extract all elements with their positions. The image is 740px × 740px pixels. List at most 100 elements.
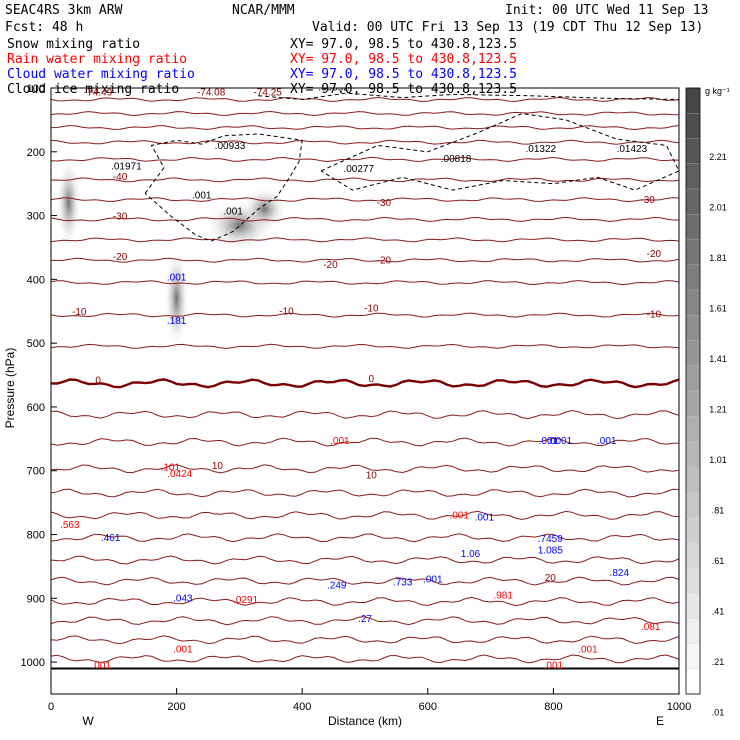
cloud-water-max-label: .249 <box>327 581 347 592</box>
isotherm-label: -20 <box>377 255 392 266</box>
x-tick-label: 600 <box>419 701 437 713</box>
isotherm-label: 20 <box>545 573 557 584</box>
cloud-ice-max-label: .00933 <box>215 141 246 152</box>
cloud-ice-contour-line <box>320 112 679 191</box>
colorbar-label: 1.21 <box>709 405 727 415</box>
colorbar-label: 2.21 <box>709 152 727 162</box>
cloud-ice-max-label: .00277 <box>343 164 374 175</box>
colorbar-bin <box>685 390 701 417</box>
isotherm-label: -40 <box>113 172 128 183</box>
colorbar-label: 1.61 <box>709 304 727 314</box>
rain-max-label: .0291 <box>233 595 258 606</box>
y-tick-label: 600 <box>27 402 45 414</box>
isotherm-label: -10 <box>364 303 379 314</box>
rain-max-label: .981 <box>493 590 513 601</box>
colorbar-bin <box>685 113 701 140</box>
colorbar-bin <box>685 668 701 695</box>
isotherm-line <box>51 510 679 521</box>
isotherm-label: -10 <box>647 310 662 321</box>
temperature-contours <box>51 96 679 664</box>
model-name: SEAC4RS 3km ARW <box>5 3 123 18</box>
isotherm-line <box>51 378 679 389</box>
top-temperature-label: -74.25 <box>253 88 282 99</box>
colorbar-bin <box>685 517 701 544</box>
isotherm-line <box>51 616 679 626</box>
isotherm-line <box>51 654 679 664</box>
colorbar-bin <box>685 441 701 468</box>
y-tick-label: 100 <box>27 83 45 95</box>
colorbar-bin <box>685 264 701 291</box>
isotherm-label: -30 <box>377 198 392 209</box>
colorbar-bin <box>685 416 701 443</box>
x-tick-label: 400 <box>293 701 311 713</box>
isotherm-line <box>51 96 679 103</box>
isotherm-line <box>51 197 679 203</box>
plot-frame <box>50 87 680 695</box>
colorbar-bin <box>685 163 701 190</box>
isotherm-line <box>51 343 679 349</box>
rain-max-label: .0424 <box>167 469 192 480</box>
header: SEAC4RS 3km ARW NCAR/MMM Init: 00 UTC We… <box>5 3 709 97</box>
y-tick-label: 700 <box>27 466 45 478</box>
rain-max-label: .001 <box>330 436 350 447</box>
snow-max-label: .001 <box>223 206 243 217</box>
colorbar-bin <box>685 618 701 645</box>
isotherm-label: 0 <box>368 374 374 385</box>
colorbar-label: .81 <box>712 506 725 516</box>
field-snow-xy: XY= 97.0, 98.5 to 430.8,123.5 <box>290 37 517 52</box>
colorbar-bin <box>685 466 701 493</box>
rain-max-label: .001 <box>449 511 469 522</box>
y-tick-label: 500 <box>27 338 45 350</box>
isotherm-line <box>51 576 679 586</box>
colorbar-label: 1.81 <box>709 253 727 263</box>
organization: NCAR/MMM <box>232 3 295 18</box>
cloud-water-max-label: 1.085 <box>538 546 563 557</box>
colorbar-label: .61 <box>712 556 725 566</box>
isotherm-label: -20 <box>323 260 338 271</box>
field-cloud-ice-xy: XY= 97.0, 98.5 to 430.8,123.5 <box>290 82 517 97</box>
isotherm-line <box>51 237 679 243</box>
colorbar-bin <box>685 365 701 392</box>
cloud-water-max-label: .001 <box>423 574 443 585</box>
cloud-water-max-label: .043 <box>173 594 193 605</box>
y-tick-label: 400 <box>27 274 45 286</box>
cloud-water-max-label: .001 <box>475 512 495 523</box>
colorbar-bin <box>685 315 701 342</box>
colorbar-label: 1.41 <box>709 354 727 364</box>
snow-max-label: .001 <box>192 190 212 201</box>
rain-max-label: .001 <box>173 645 193 656</box>
colorbar-frame <box>685 87 701 695</box>
isotherm-line <box>51 124 679 131</box>
isotherm-label: -30 <box>640 195 655 206</box>
cloud-ice-max-label: .00818 <box>441 154 472 165</box>
snow-blob <box>56 158 81 248</box>
colorbar-label: 2.01 <box>709 203 727 213</box>
isotherm-label: -10 <box>72 307 87 318</box>
colorbar-bin <box>685 567 701 594</box>
colorbar-bin <box>685 491 701 518</box>
colorbar-bin <box>685 340 701 367</box>
cloud-ice-max-label: .01423 <box>617 144 648 155</box>
y-tick-label: 300 <box>27 211 45 223</box>
cloud-water-max-label: .461 <box>101 533 121 544</box>
isotherm-line <box>51 635 679 645</box>
x-tick-label: 200 <box>167 701 185 713</box>
cloud-ice-max-label: .01322 <box>526 144 557 155</box>
cloud-ice-contour-line <box>258 92 679 101</box>
plot-area: -40 -30 -30 -30 -20 -20 -20 -20 -10 -10 -10 -10 0 0 10… <box>51 88 679 671</box>
rain-max-label: .563 <box>60 520 80 531</box>
forecast-hour: Fcst: 48 h <box>5 20 83 35</box>
cloud-water-max-label: .001 <box>167 273 187 284</box>
y-tick-label: 900 <box>27 593 45 605</box>
cloud-ice-contour <box>144 92 679 242</box>
cloud-ice-max-label: .01971 <box>111 162 142 173</box>
rain-max-label: .001 <box>578 645 598 656</box>
colorbar-label: .21 <box>712 657 725 667</box>
cloud-water-max-label: .001 <box>539 436 559 447</box>
isotherm-line <box>51 156 679 163</box>
x-tick-label: 0 <box>48 701 54 713</box>
cloud-water-max-label: .181 <box>167 316 187 327</box>
isotherm-line <box>51 280 679 286</box>
field-cloud-water-xy: XY= 97.0, 98.5 to 430.8,123.5 <box>290 67 517 82</box>
